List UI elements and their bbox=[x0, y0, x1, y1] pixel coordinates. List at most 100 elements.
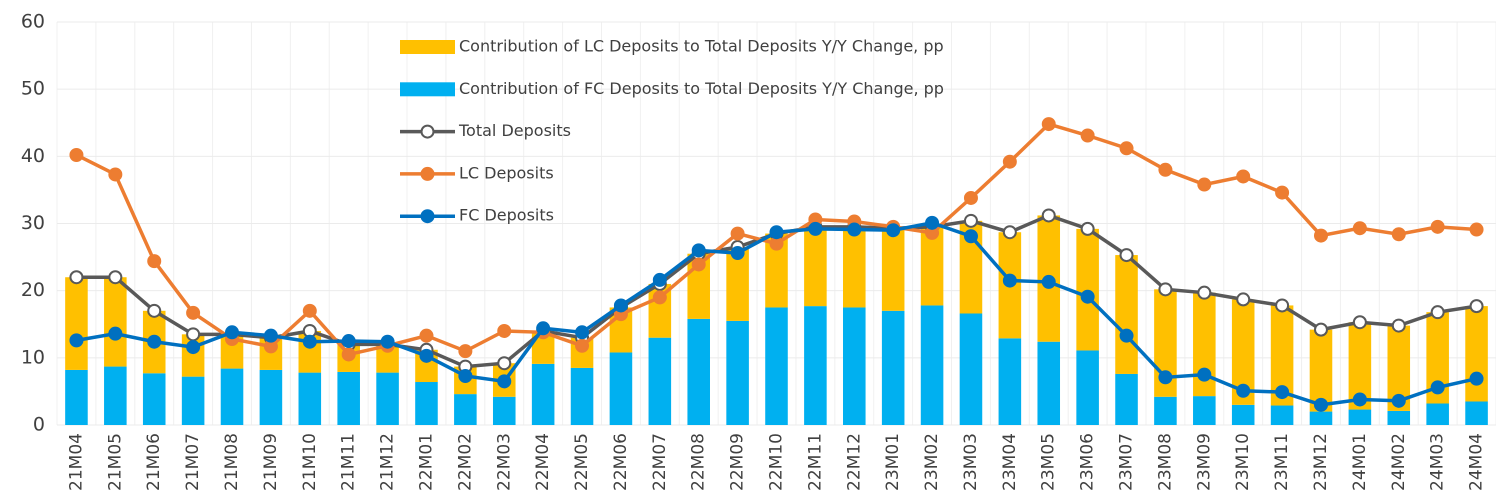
marker bbox=[458, 344, 473, 359]
marker bbox=[1430, 219, 1445, 234]
x-tick-label: 21M04 bbox=[66, 433, 86, 491]
bar bbox=[531, 330, 555, 364]
marker bbox=[963, 213, 978, 228]
x-tick-label: 21M10 bbox=[300, 433, 320, 491]
bar bbox=[1115, 255, 1138, 374]
bar bbox=[1309, 411, 1333, 425]
marker bbox=[302, 303, 317, 318]
marker bbox=[1197, 285, 1212, 300]
x-tick-label: 24M02 bbox=[1389, 433, 1409, 491]
marker bbox=[458, 368, 473, 383]
marker bbox=[302, 334, 317, 349]
bar bbox=[104, 277, 127, 367]
x-tick-label: 22M11 bbox=[805, 433, 825, 491]
bar bbox=[1231, 299, 1255, 405]
marker bbox=[1197, 367, 1212, 382]
y-tick-label: 10 bbox=[21, 346, 45, 368]
bar bbox=[687, 318, 710, 425]
bar bbox=[337, 371, 360, 425]
marker bbox=[1391, 318, 1406, 333]
marker bbox=[1313, 322, 1328, 337]
x-tick-label: 22M02 bbox=[455, 433, 475, 491]
bar bbox=[804, 226, 827, 307]
marker bbox=[1275, 185, 1290, 200]
bar bbox=[104, 366, 127, 425]
x-tick-label: 22M03 bbox=[494, 433, 514, 491]
marker bbox=[186, 327, 201, 342]
marker bbox=[1041, 274, 1056, 289]
marker bbox=[69, 333, 84, 348]
x-tick-label: 21M12 bbox=[378, 433, 398, 491]
bar bbox=[376, 372, 399, 425]
x-tick-label: 23M11 bbox=[1272, 433, 1292, 491]
bar bbox=[1193, 396, 1216, 425]
bar bbox=[1193, 292, 1216, 397]
bar bbox=[1387, 410, 1411, 425]
marker bbox=[1119, 328, 1134, 343]
marker bbox=[108, 270, 123, 285]
x-tick-label: 22M06 bbox=[611, 433, 631, 491]
x-tick-label: 21M05 bbox=[105, 433, 125, 491]
marker bbox=[147, 303, 162, 318]
bar bbox=[1076, 350, 1099, 425]
bar bbox=[920, 226, 944, 306]
bar bbox=[843, 226, 866, 308]
x-tick-label: 23M12 bbox=[1311, 433, 1331, 491]
bar bbox=[1115, 373, 1138, 425]
bar bbox=[1348, 322, 1372, 410]
bar bbox=[415, 382, 438, 425]
bar bbox=[454, 394, 477, 425]
bar bbox=[1465, 401, 1488, 425]
marker bbox=[1236, 292, 1251, 307]
bar bbox=[1076, 228, 1099, 351]
marker bbox=[1352, 392, 1367, 407]
marker bbox=[886, 223, 901, 238]
marker bbox=[730, 246, 745, 261]
marker bbox=[730, 226, 745, 241]
bar bbox=[843, 307, 866, 425]
marker bbox=[186, 340, 201, 355]
bar bbox=[804, 306, 827, 425]
legend-label: Total Deposits bbox=[458, 121, 571, 140]
marker bbox=[1313, 397, 1328, 412]
marker bbox=[225, 325, 240, 340]
bar bbox=[959, 313, 983, 425]
bar bbox=[765, 307, 788, 425]
x-tick-label: 21M09 bbox=[261, 433, 281, 491]
x-tick-label: 23M09 bbox=[1194, 433, 1214, 491]
legend-item: Contribution of LC Deposits to Total Dep… bbox=[400, 37, 944, 56]
x-tick-label: 24M01 bbox=[1350, 433, 1370, 491]
bar bbox=[1426, 312, 1449, 404]
legend-marker bbox=[420, 166, 435, 181]
legend-item: Total Deposits bbox=[400, 121, 571, 140]
marker bbox=[147, 254, 162, 269]
legend-label: Contribution of LC Deposits to Total Dep… bbox=[459, 37, 944, 56]
marker bbox=[1313, 228, 1328, 243]
marker bbox=[497, 374, 512, 389]
marker bbox=[419, 348, 434, 363]
x-tick-label: 23M06 bbox=[1078, 433, 1098, 491]
bar bbox=[1387, 325, 1411, 411]
marker bbox=[1002, 273, 1017, 288]
bar bbox=[726, 320, 749, 425]
marker bbox=[808, 221, 823, 236]
legend-label: LC Deposits bbox=[459, 163, 554, 182]
bar bbox=[492, 396, 516, 425]
marker bbox=[925, 215, 940, 230]
marker bbox=[1041, 208, 1056, 223]
marker bbox=[1352, 221, 1367, 236]
marker bbox=[1080, 128, 1095, 143]
legend-item: Contribution of FC Deposits to Total Dep… bbox=[400, 79, 944, 98]
marker bbox=[847, 222, 862, 237]
marker bbox=[1352, 315, 1367, 330]
marker bbox=[575, 338, 590, 353]
marker bbox=[536, 321, 551, 336]
bar bbox=[570, 367, 594, 425]
marker bbox=[1158, 370, 1173, 385]
bar bbox=[1037, 341, 1061, 425]
x-tick-label: 24M04 bbox=[1467, 433, 1487, 491]
marker bbox=[380, 334, 395, 349]
bar bbox=[376, 344, 399, 373]
marker bbox=[1469, 299, 1484, 314]
